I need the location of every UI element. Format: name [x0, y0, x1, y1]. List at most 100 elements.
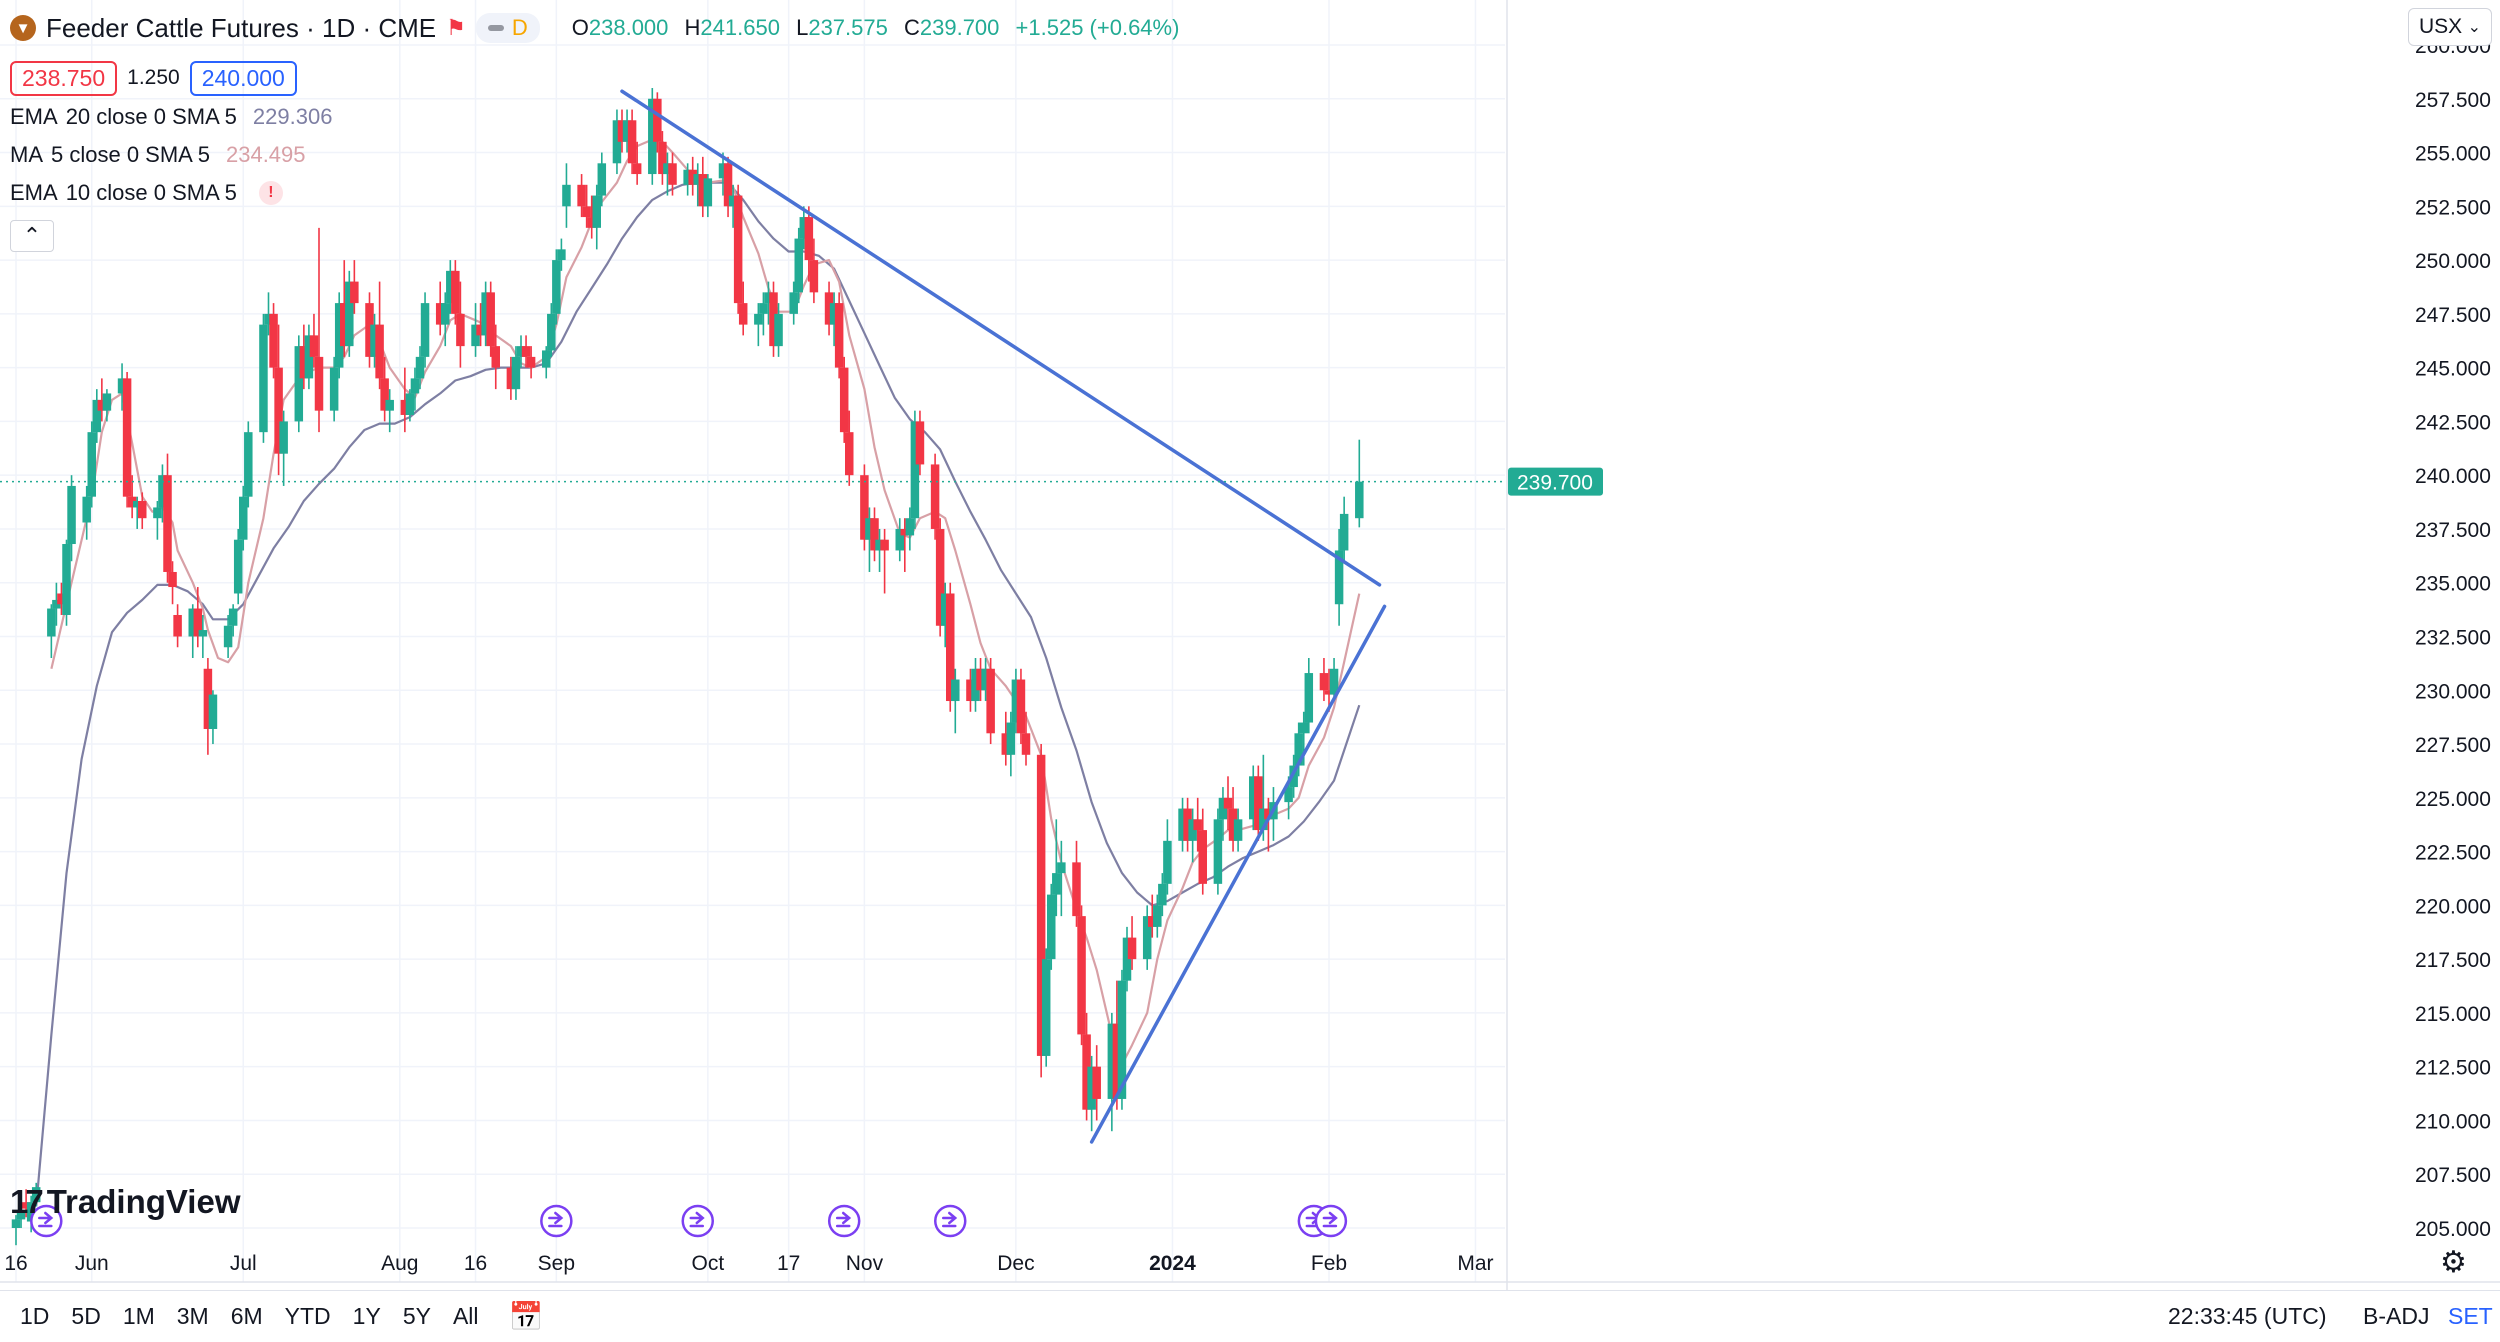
candle-body: [799, 217, 809, 239]
low-label: L: [796, 15, 809, 40]
x-axis[interactable]: 16 Jun Jul Aug 16 Sep Oct 17 Nov Dec 2024 Feb Mar: [4, 1252, 1493, 1275]
candle-body: [1153, 905, 1162, 927]
timeframe-all[interactable]: All: [452, 1303, 479, 1329]
candle-body: [1077, 916, 1086, 1035]
trendlines[interactable]: [620, 89, 1387, 1144]
x-tick-label: 17: [777, 1252, 800, 1275]
candle-body: [1284, 787, 1293, 803]
candle-body: [1092, 1066, 1101, 1099]
candle-body: [1193, 819, 1202, 831]
event-markers[interactable]: [30, 1204, 1348, 1238]
ema20-line: [35, 181, 1361, 1207]
candle-body: [1112, 1023, 1122, 1099]
open-label: O: [571, 15, 589, 40]
symbol-title[interactable]: Feeder Cattle Futures · 1D · CME: [46, 12, 437, 43]
y-tick-label: 252.500: [2415, 196, 2491, 219]
y-tick-label: 205.000: [2415, 1218, 2491, 1241]
y-axis[interactable]: 205.000 207.500 210.000 212.500 215.000 217.5…: [2415, 35, 2491, 1241]
indicator-params: 5 close 0 SMA 5: [51, 142, 210, 167]
candle-body: [441, 303, 450, 325]
candle-body: [829, 303, 839, 325]
y-tick-label: 247.500: [2415, 304, 2491, 327]
spread-value: 1.250: [127, 66, 180, 89]
tradingview-logo[interactable]: 17 TradingView: [10, 1183, 241, 1221]
candle-body: [193, 608, 203, 637]
y-tick-label: 237.500: [2415, 519, 2491, 542]
sell-price-button[interactable]: 238.750: [10, 60, 118, 96]
data-status-pill[interactable]: D: [475, 13, 540, 43]
timeframe-5y[interactable]: 5Y: [402, 1303, 431, 1329]
flag-icon[interactable]: ⚑: [446, 15, 466, 40]
timeframe-6m[interactable]: 6M: [230, 1303, 263, 1329]
candle-body: [905, 518, 915, 536]
indicator-ema10[interactable]: EMA 10 close 0 SMA 5 !: [10, 174, 1189, 212]
timeframe-1d[interactable]: 1D: [20, 1303, 50, 1329]
candle-body: [834, 303, 844, 368]
grid: [0, 0, 2500, 1290]
candle-body: [951, 679, 960, 702]
candle-body: [552, 260, 561, 314]
candle-body: [1148, 916, 1157, 927]
timeframe-5d[interactable]: 5D: [71, 1303, 101, 1329]
candle-body: [203, 668, 213, 729]
candle-body: [385, 399, 394, 411]
candle-body: [986, 668, 995, 734]
x-tick-label: 16: [4, 1252, 27, 1275]
chevron-up-icon: ⌃: [22, 223, 42, 248]
candle-body: [804, 217, 814, 261]
candle-body: [597, 163, 607, 196]
candle-body: [1334, 550, 1344, 605]
candle-body: [971, 668, 980, 702]
y-tick-label: 242.500: [2415, 411, 2491, 434]
candle-body: [1329, 668, 1339, 695]
candle-body: [875, 539, 884, 551]
candle-body: [880, 539, 889, 551]
ma5-series: [50, 138, 1361, 1066]
session-toggle[interactable]: SET: [2448, 1303, 2493, 1329]
candle-body: [1304, 673, 1314, 723]
candle-body: [1117, 980, 1127, 1099]
candle-body: [789, 292, 798, 314]
candle-body: [587, 217, 596, 228]
indicator-ema20[interactable]: EMA 20 close 0 SMA 5 229.306: [10, 98, 1189, 136]
timeframe-1y[interactable]: 1Y: [352, 1303, 381, 1329]
timeframe-1m[interactable]: 1M: [122, 1303, 155, 1329]
candle-body: [1289, 765, 1298, 788]
chart-legend: ▼ Feeder Cattle Futures · 1D · CME ⚑ D O…: [10, 10, 1189, 252]
candle-body: [1052, 873, 1061, 895]
candle-body: [334, 303, 344, 368]
buy-price-button[interactable]: 240.000: [189, 60, 297, 96]
gear-icon[interactable]: ⚙: [2440, 1246, 2467, 1279]
candle-body: [865, 518, 874, 540]
candle-body: [1006, 722, 1016, 755]
timeframe-ytd[interactable]: YTD: [284, 1303, 331, 1329]
candle-body: [845, 432, 854, 476]
y-tick-label: 207.500: [2415, 1164, 2491, 1187]
candle-body: [809, 260, 819, 293]
candle-body: [415, 356, 425, 379]
warning-icon[interactable]: !: [258, 181, 283, 205]
utc-clock[interactable]: 22:33:45 (UTC): [2168, 1303, 2327, 1329]
candle-body: [97, 399, 107, 411]
candle-body: [1011, 679, 1021, 723]
candle-body: [314, 356, 324, 411]
candle-body: [723, 163, 733, 207]
symbol-row: ▼ Feeder Cattle Futures · 1D · CME ⚑ D O…: [10, 10, 1189, 46]
adjustment-toggle[interactable]: B-ADJ: [2363, 1303, 2430, 1329]
candle-body: [592, 195, 601, 228]
date-range-icon[interactable]: 📅: [508, 1301, 544, 1332]
indicator-ma5[interactable]: MA 5 close 0 SMA 5 234.495: [10, 136, 1189, 174]
candle-body: [1355, 481, 1364, 519]
candle-body: [1218, 797, 1228, 820]
currency-select[interactable]: USX ⌄: [2408, 8, 2492, 46]
indicator-value: 234.495: [225, 142, 306, 167]
candle-body: [294, 346, 304, 422]
candle-body: [910, 421, 920, 519]
currency-label: USX: [2419, 15, 2463, 38]
timeframe-3m[interactable]: 3M: [176, 1303, 209, 1329]
candle-body: [653, 98, 662, 142]
collapse-legend-button[interactable]: ⌃: [10, 220, 54, 252]
candle-body: [208, 694, 218, 729]
x-tick-label: Mar: [1457, 1252, 1493, 1275]
